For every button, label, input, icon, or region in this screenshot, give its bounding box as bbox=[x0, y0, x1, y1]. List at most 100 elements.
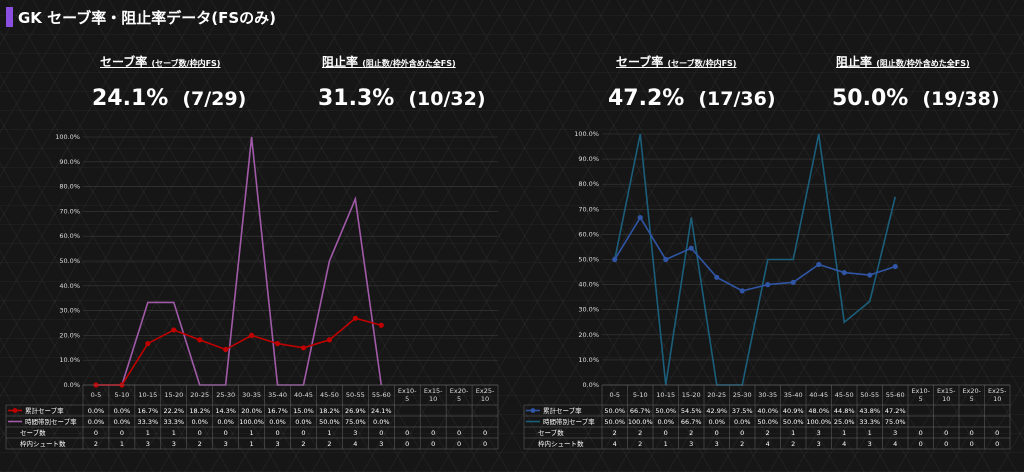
right-chart-table-cell: 100.0% bbox=[628, 418, 653, 426]
left-chart-table-cell: 0 bbox=[224, 429, 228, 437]
left-chart-x-tick-label: 5-10 bbox=[115, 391, 130, 399]
right-chart-cumulative-point bbox=[637, 214, 643, 221]
right-save-rate-label: セーブ率 bbox=[616, 55, 664, 69]
right-chart-table-cell: 0 bbox=[715, 429, 719, 437]
page-title: GK セーブ率・阻止率データ(FSのみ) bbox=[18, 8, 277, 27]
right-chart-series-line-cumulative bbox=[614, 216, 896, 292]
right-chart-table-cell: 54.5% bbox=[681, 407, 702, 415]
right-chart-table-cell: 0 bbox=[664, 429, 668, 437]
right-chart-table-cell: 25.0% bbox=[834, 418, 855, 426]
right-chart-cumulative-point bbox=[714, 274, 720, 280]
right-chart-table-cell: 2 bbox=[740, 440, 744, 448]
left-chart-table-cell: 20.0% bbox=[241, 407, 262, 415]
right-chart-table-cell: 0 bbox=[970, 429, 974, 437]
right-chart-table-cell: 50.0% bbox=[757, 418, 778, 426]
right-chart-y-tick-label: 20.0% bbox=[578, 331, 599, 339]
left-chart-x-tick-label: 5 bbox=[457, 395, 461, 403]
right-chart-table-cell: 42.9% bbox=[706, 407, 727, 415]
right-chart-x-tick-label: 5-10 bbox=[633, 391, 648, 399]
right-chart-cumulative-point bbox=[790, 279, 796, 285]
right-block-rate-label: 阻止率 bbox=[836, 55, 873, 69]
right-chart-y-tick-label: 60.0% bbox=[578, 230, 599, 238]
right-chart-x-tick-label: 50-55 bbox=[860, 391, 879, 399]
right-chart-x-tick-label: 5 bbox=[970, 395, 974, 403]
right-chart-y-tick-label: 30.0% bbox=[578, 306, 599, 314]
left-chart-table-cell: 0 bbox=[431, 429, 435, 437]
right-chart-table-cell: 3 bbox=[689, 440, 693, 448]
left-chart-table-cell: 0 bbox=[275, 429, 279, 437]
right-chart-cumulative-point bbox=[841, 269, 847, 276]
right-chart-x-tick-label: Ex20- bbox=[962, 387, 981, 395]
right-chart-table-cell: 4 bbox=[842, 440, 846, 448]
right-chart-table-cell: 0.0% bbox=[657, 418, 674, 426]
right-chart-cumulative-point bbox=[739, 288, 745, 294]
left-save-rate-sub: (セーブ数/枠内FS) bbox=[151, 59, 221, 68]
right-chart-table-cell: 0 bbox=[740, 429, 744, 437]
left-chart-table-cell: 0 bbox=[198, 429, 202, 437]
right-chart-table-cell: 1 bbox=[842, 429, 846, 437]
right-chart-y-tick-label: 40.0% bbox=[578, 281, 599, 289]
right-chart-y-tick-label: 0.0% bbox=[582, 381, 599, 389]
left-chart-row-label: 時間帯別セーブ率 bbox=[25, 417, 77, 426]
page-header: GK セーブ率・阻止率データ(FSのみ) bbox=[6, 6, 276, 28]
left-chart-table-cell: 0 bbox=[94, 429, 98, 437]
left-chart-table-cell: 3 bbox=[224, 440, 228, 448]
left-chart-table-cell: 3 bbox=[146, 440, 150, 448]
left-chart-series-line-cumulative bbox=[95, 317, 382, 386]
right-chart-table-cell: 33.3% bbox=[859, 418, 880, 426]
left-chart-table-cell: 0 bbox=[405, 440, 409, 448]
right-save-rate-stat: 47.2% (17/36) bbox=[608, 86, 776, 111]
left-block-rate-label: 阻止率 bbox=[322, 55, 359, 69]
right-chart-table-cell: 37.5% bbox=[732, 407, 753, 415]
right-chart-table-cell: 100.0% bbox=[806, 418, 831, 426]
left-chart-table-cell: 1 bbox=[120, 440, 124, 448]
right-chart-table-cell: 1 bbox=[664, 440, 668, 448]
left-save-rate-value: 24.1% bbox=[92, 86, 169, 111]
left-chart-y-tick-label: 80.0% bbox=[59, 183, 80, 191]
left-chart-x-tick-label: 20-25 bbox=[190, 391, 209, 399]
right-chart-x-tick-label: Ex15- bbox=[937, 387, 956, 395]
right-chart-table-cell: 4 bbox=[613, 440, 617, 448]
right-chart-x-tick-label: 10-15 bbox=[656, 391, 675, 399]
right-chart-x-tick-label: 10 bbox=[942, 395, 950, 403]
left-chart-table-cell: 16.7% bbox=[138, 407, 159, 415]
right-chart-y-tick-label: 50.0% bbox=[578, 256, 599, 264]
left-chart-x-tick-label: Ex10- bbox=[398, 387, 417, 395]
left-chart-x-tick-label: Ex15- bbox=[424, 387, 443, 395]
right-chart-cumulative-point bbox=[688, 245, 694, 251]
right-chart-table-cell: 66.7% bbox=[681, 418, 702, 426]
right-chart-row-label: セーブ数 bbox=[538, 428, 564, 437]
left-chart-table-cell: 0 bbox=[483, 429, 487, 437]
left-chart-table-cell: 100.0% bbox=[239, 418, 264, 426]
right-chart-x-tick-label: Ex10- bbox=[911, 387, 930, 395]
right-save-rate-value: 47.2% bbox=[608, 86, 685, 111]
right-chart-table-cell: 50.0% bbox=[783, 418, 804, 426]
right-chart-x-tick-label: 0-5 bbox=[609, 391, 620, 399]
right-chart-row-label: 累計セーブ率 bbox=[543, 406, 582, 415]
left-chart-table-cell: 1 bbox=[146, 429, 150, 437]
right-chart-table-cell: 50.0% bbox=[604, 407, 625, 415]
left-chart-table-cell: 3 bbox=[172, 440, 176, 448]
left-chart-table-cell: 1 bbox=[250, 440, 254, 448]
left-chart-table-cell: 2 bbox=[94, 440, 98, 448]
right-chart-series-line-by-time bbox=[613, 133, 897, 386]
left-chart-x-tick-label: 45-50 bbox=[320, 391, 339, 399]
left-chart-legend-marker bbox=[12, 408, 18, 413]
right-chart-y-tick-label: 10.0% bbox=[578, 356, 599, 364]
right-chart-row-label: 時間帯別セーブ率 bbox=[543, 417, 595, 426]
left-chart-x-tick-label: 35-40 bbox=[268, 391, 287, 399]
left-chart-table-cell: 0 bbox=[483, 440, 487, 448]
left-chart-table-cell: 33.3% bbox=[163, 418, 184, 426]
left-chart-cumulative-point bbox=[145, 340, 151, 347]
left-chart-table-cell: 16.7% bbox=[267, 407, 288, 415]
right-chart-table-cell: 50.0% bbox=[604, 418, 625, 426]
right-chart-x-tick-label: 15-20 bbox=[682, 391, 701, 399]
right-chart-table-cell: 3 bbox=[868, 440, 872, 448]
left-chart-table-cell: 0 bbox=[457, 440, 461, 448]
right-chart-table-cell: 50.0% bbox=[655, 407, 676, 415]
right-chart-x-tick-label: Ex25- bbox=[988, 387, 1007, 395]
right-chart-table-cell: 2 bbox=[613, 429, 617, 437]
left-chart-row-label: 枠内シュート数 bbox=[20, 439, 66, 448]
left-chart-table-cell: 0.0% bbox=[217, 418, 234, 426]
